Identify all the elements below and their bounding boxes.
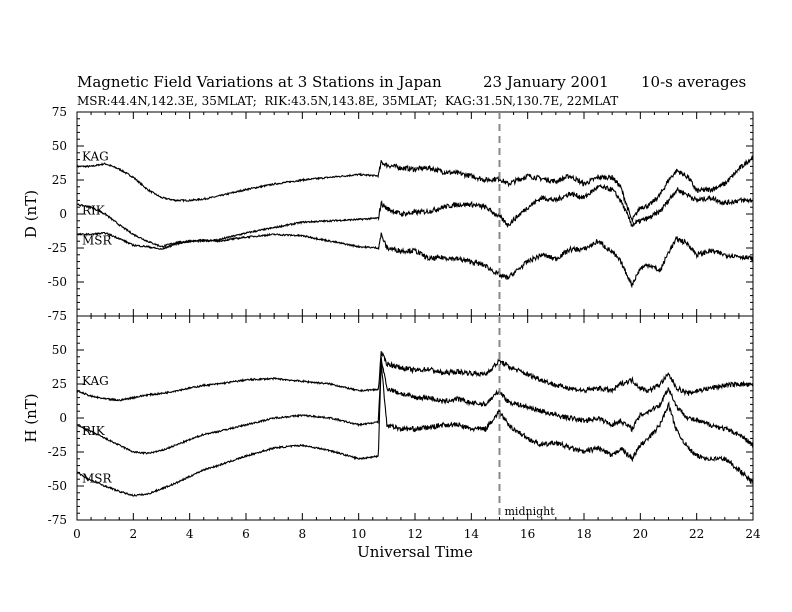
y-tick-label: 50 — [52, 343, 67, 357]
x-tick-label: 12 — [407, 527, 422, 541]
x-tick-label: 18 — [576, 527, 591, 541]
y-axis-label: D (nT) — [22, 190, 40, 238]
series-label-rik: RIK — [82, 203, 106, 217]
y-tick-label: 25 — [52, 173, 67, 187]
x-axis-label: Universal Time — [357, 543, 473, 561]
x-tick-label: 24 — [745, 527, 761, 541]
series-line-msr — [77, 232, 753, 286]
x-tick-label: 4 — [186, 527, 194, 541]
y-tick-label: 0 — [59, 207, 67, 221]
x-tick-label: 2 — [130, 527, 138, 541]
series-line-kag — [77, 351, 753, 401]
series-line-rik — [77, 185, 753, 247]
y-tick-label: 75 — [52, 105, 67, 119]
midnight-label: midnight — [505, 505, 556, 518]
y-tick-label: 0 — [59, 411, 67, 425]
y-tick-label: -50 — [48, 275, 67, 289]
panel-frame-2 — [77, 316, 753, 520]
series-label-msr: MSR — [82, 471, 113, 485]
x-tick-label: 8 — [299, 527, 307, 541]
y-tick-label: 50 — [52, 139, 67, 153]
x-tick-label: 10 — [351, 527, 366, 541]
x-tick-label: 14 — [464, 527, 480, 541]
series-label-msr: MSR — [82, 233, 113, 247]
y-tick-label: -25 — [48, 241, 67, 255]
y-tick-label: -25 — [48, 445, 67, 459]
series-line-msr — [77, 362, 753, 496]
x-tick-label: 16 — [520, 527, 535, 541]
series-label-rik: RIK — [82, 424, 106, 438]
series-label-kag: KAG — [82, 374, 109, 388]
y-axis-label: H (nT) — [22, 393, 40, 442]
x-tick-label: 6 — [242, 527, 250, 541]
panel-frame-1 — [77, 112, 753, 316]
y-tick-label: -75 — [48, 513, 67, 527]
y-tick-label: -75 — [48, 309, 67, 323]
y-tick-label: 25 — [52, 377, 67, 391]
series-label-kag: KAG — [82, 149, 109, 163]
x-tick-label: 0 — [73, 527, 81, 541]
x-tick-label: 22 — [689, 527, 704, 541]
x-tick-label: 20 — [633, 527, 648, 541]
y-tick-label: -50 — [48, 479, 67, 493]
